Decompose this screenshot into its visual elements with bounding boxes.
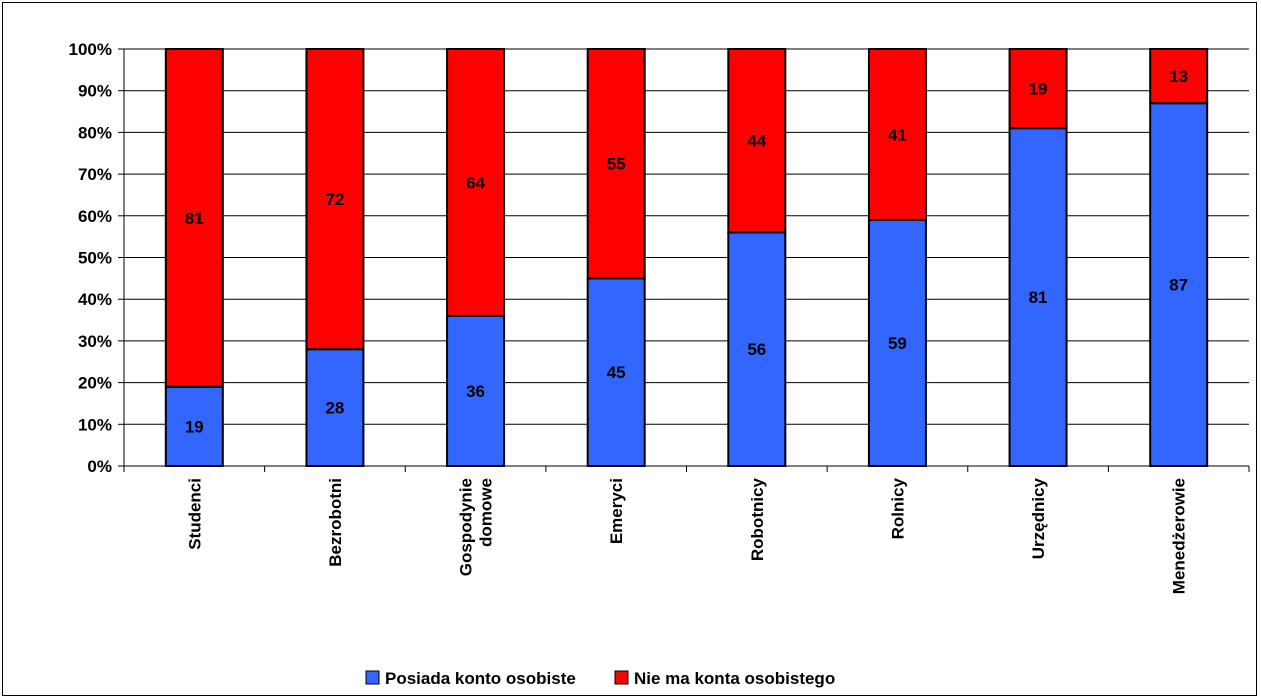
category-label: Bezrobotni	[326, 478, 345, 567]
category-label: domowe	[477, 478, 496, 547]
data-label: 19	[185, 417, 204, 436]
legend-label: Posiada konto osobiste	[385, 669, 576, 688]
y-tick-label: 0%	[87, 457, 112, 476]
y-tick-label: 90%	[78, 82, 112, 101]
data-label: 44	[747, 132, 766, 151]
data-label: 19	[1029, 80, 1048, 99]
y-tick-label: 60%	[78, 207, 112, 226]
data-label: 36	[466, 382, 485, 401]
bar-nie-ma	[1008, 48, 1068, 130]
category-label: Studenci	[185, 478, 204, 550]
y-tick-label: 30%	[78, 332, 112, 351]
category-label: Gospodynie	[457, 478, 476, 576]
bar-posiada	[164, 385, 224, 467]
legend-label: Nie ma konta osobistego	[634, 669, 835, 688]
y-tick-label: 70%	[78, 165, 112, 184]
y-tick-label: 100%	[69, 40, 112, 59]
bar-nie-ma	[727, 48, 787, 234]
category-label: Menedżerowie	[1170, 478, 1189, 594]
data-label: 45	[607, 363, 626, 382]
data-label: 56	[747, 340, 766, 359]
bar-posiada	[1008, 127, 1068, 467]
y-tick-label: 80%	[78, 123, 112, 142]
bar-posiada	[727, 231, 787, 467]
bar-posiada	[867, 218, 927, 467]
data-label: 41	[888, 125, 907, 144]
category-label: Urzędnicy	[1029, 477, 1048, 559]
bar-nie-ma	[1149, 48, 1209, 105]
bar-posiada	[1149, 102, 1209, 468]
data-label: 81	[185, 209, 204, 228]
data-label: 13	[1169, 67, 1188, 86]
data-label: 28	[325, 399, 344, 418]
category-label: Emeryci	[607, 478, 626, 544]
data-label: 59	[888, 334, 907, 353]
data-label: 72	[325, 190, 344, 209]
category-label: Robotnicy	[748, 477, 767, 561]
legend-swatch	[365, 670, 380, 685]
data-label: 55	[607, 155, 626, 174]
bar-nie-ma	[867, 48, 927, 221]
legend-swatch	[614, 670, 629, 685]
bar-nie-ma	[586, 48, 646, 280]
data-label: 64	[466, 173, 485, 192]
bar-nie-ma	[305, 48, 365, 351]
category-label: Rolnicy	[888, 477, 907, 539]
y-tick-label: 20%	[78, 374, 112, 393]
data-label: 87	[1169, 276, 1188, 295]
data-label: 81	[1029, 288, 1048, 307]
bar-nie-ma	[164, 48, 224, 388]
y-tick-label: 40%	[78, 290, 112, 309]
bar-posiada	[446, 314, 506, 467]
bar-nie-ma	[446, 48, 506, 317]
y-tick-label: 10%	[78, 415, 112, 434]
y-tick-label: 50%	[78, 249, 112, 268]
